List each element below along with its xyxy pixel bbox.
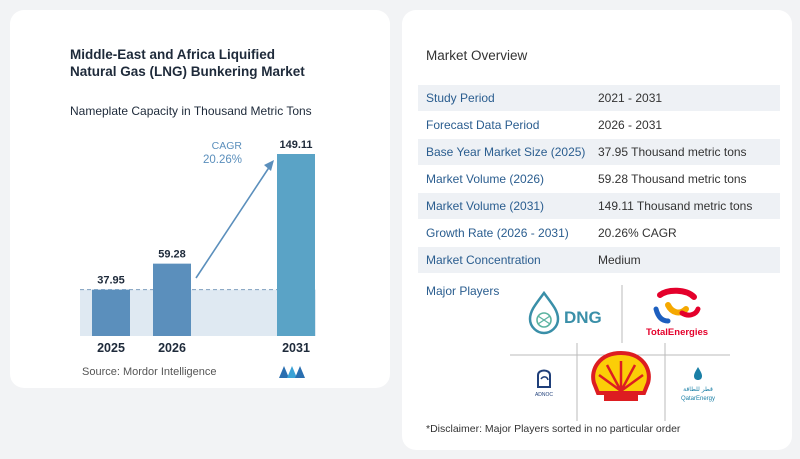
qatarenergy-logo-icon: قطر للطاقة QatarEnergy	[681, 367, 715, 402]
overview-value: 20.26% CAGR	[598, 226, 677, 240]
cagr-arrow-line	[195, 165, 271, 279]
overview-key: Growth Rate (2026 - 2031)	[426, 226, 569, 240]
x-tick-2031: 2031	[282, 341, 310, 355]
overview-key: Study Period	[426, 91, 495, 105]
disclaimer-text: *Disclaimer: Major Players sorted in no …	[426, 423, 681, 435]
chart-subtitle: Nameplate Capacity in Thousand Metric To…	[70, 104, 312, 118]
x-tick-2026: 2026	[158, 341, 186, 355]
overview-value: 37.95 Thousand metric tons	[598, 145, 747, 159]
data-label-2025: 37.95	[97, 275, 125, 287]
bar-2026	[153, 263, 191, 336]
overview-key: Market Concentration	[426, 253, 541, 267]
shell-logo-icon	[591, 350, 651, 401]
overview-row: Base Year Market Size (2025) 37.95 Thousa…	[418, 139, 780, 166]
overview-value: 149.11 Thousand metric tons	[598, 199, 753, 213]
adnoc-logo-icon: ADNOC	[535, 369, 553, 398]
cagr-label: CAGR	[212, 140, 243, 152]
overview-key: Market Volume (2026)	[426, 172, 545, 186]
data-label-2031: 149.11	[279, 139, 312, 151]
overview-value: Medium	[598, 253, 641, 267]
overview-table: Study Period 2021 - 2031 Forecast Data Pe…	[418, 85, 780, 274]
major-players-label: Major Players	[426, 284, 500, 298]
bar-chart: 37.95 2025 59.28 2026 149.11 2031 CAGR 20.26%	[80, 139, 318, 355]
bar-2025	[92, 289, 130, 336]
cagr-value: 20.26%	[203, 154, 242, 166]
player-name-adnoc: ADNOC	[535, 392, 553, 398]
major-players-logos: DNG TotalEnergies ADNOC قطر للطاقة Qatar…	[510, 285, 730, 421]
mordor-logo-icon	[279, 366, 305, 378]
dng-logo-icon: DNG	[528, 290, 602, 335]
overview-title: Market Overview	[426, 48, 528, 63]
overview-key: Base Year Market Size (2025)	[426, 145, 586, 159]
x-tick-2025: 2025	[97, 341, 125, 355]
svg-text:قطر للطاقة: قطر للطاقة	[683, 386, 713, 393]
chart-title: Middle-East and Africa Liquified Natural…	[70, 47, 305, 79]
totalenergies-logo-icon: TotalEnergies	[646, 287, 708, 338]
overview-key: Forecast Data Period	[426, 118, 540, 132]
overview-row: Market Volume (2031) 149.11 Thousand metr…	[418, 193, 780, 220]
overview-value: 2026 - 2031	[598, 118, 663, 132]
player-name-dng: DNG	[564, 308, 602, 327]
player-name-totalenergies: TotalEnergies	[646, 327, 708, 338]
overview-value: 59.28 Thousand metric tons	[598, 172, 747, 186]
overview-row: Market Concentration Medium	[418, 247, 780, 274]
source-text: Source: Mordor Intelligence	[82, 366, 217, 378]
overview-row: Study Period 2021 - 2031	[418, 85, 780, 112]
overview-value: 2021 - 2031	[598, 91, 663, 105]
bar-2031	[277, 154, 315, 336]
overview-row: Market Volume (2026) 59.28 Thousand metri…	[418, 166, 780, 193]
player-name-qatarenergy: QatarEnergy	[681, 396, 715, 402]
cagr-arrow-head	[264, 160, 274, 171]
data-label-2026: 59.28	[158, 249, 186, 261]
overview-row: Forecast Data Period 2026 - 2031	[418, 112, 780, 139]
overview-row: Growth Rate (2026 - 2031) 20.26% CAGR	[418, 220, 780, 247]
overview-key: Market Volume (2031)	[426, 199, 545, 213]
